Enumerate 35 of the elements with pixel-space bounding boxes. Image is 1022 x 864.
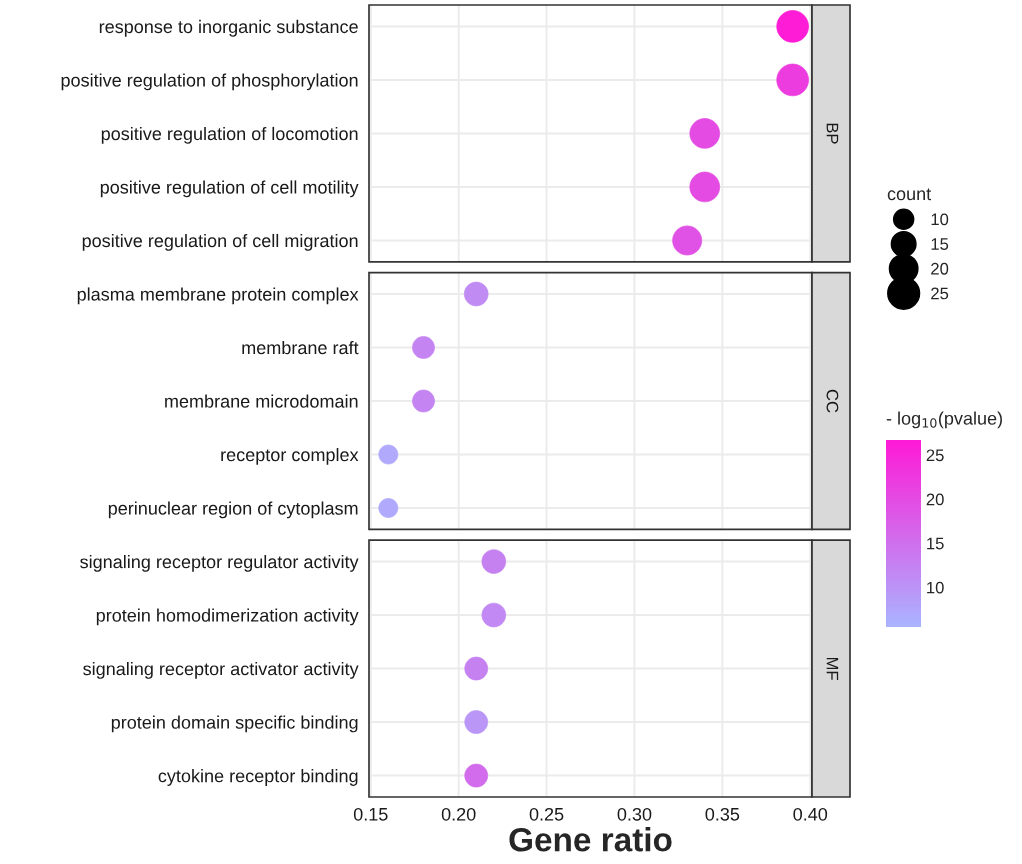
legend-label: 10 — [931, 213, 949, 226]
y-tick-label: membrane microdomain — [165, 394, 358, 408]
x-tick-label: 0.40 — [793, 807, 828, 821]
y-tick-label: positive regulation of phosphorylation — [61, 73, 358, 91]
y-tick-label: signaling receptor activator activity — [83, 662, 359, 679]
x-tick-label: 0.15 — [353, 807, 388, 821]
color-bar-title: - log$_{10}$(pvalue) — [886, 411, 1002, 429]
y-tick-label: protein domain specific binding — [111, 715, 358, 733]
y-tick-label: positive regulation of locomotion — [101, 126, 358, 144]
text: CC — [826, 389, 839, 413]
y-tick-label: positive regulation of cell motility — [100, 180, 359, 198]
legend-title: count — [887, 188, 932, 201]
color-bar-label: 15 — [927, 537, 944, 550]
y-tick-label: cytokine receptor binding — [158, 769, 358, 786]
y-tick-label: protein homodimerization activity — [96, 608, 359, 626]
text: MF — [826, 657, 839, 680]
legend-label: 15 — [931, 238, 949, 250]
y-tick-label: perinuclear region of cytoplasm — [108, 501, 358, 519]
legend-label: 20 — [931, 262, 949, 275]
color-bar-label: 20 — [926, 493, 944, 506]
y-tick-label: positive regulation of cell migration — [82, 233, 358, 251]
x-tick-label: 0.25 — [529, 807, 564, 821]
x-tick-label: 0.30 — [617, 807, 652, 821]
y-tick-label: plasma membrane protein complex — [77, 287, 359, 305]
legend-label: 25 — [931, 287, 949, 300]
x-axis-title: Gene ratio — [509, 827, 672, 852]
y-tick-label: signaling receptor regulator activity — [80, 555, 359, 572]
y-tick-label: response to inorganic substance — [99, 19, 358, 37]
text: BP — [826, 123, 839, 144]
x-tick-label: 0.20 — [441, 807, 476, 821]
y-tick-label: receptor complex — [221, 447, 359, 465]
x-tick-label: 0.35 — [705, 807, 740, 821]
color-bar-label: 10 — [927, 581, 944, 594]
y-tick-label: membrane raft — [242, 340, 359, 355]
color-bar-label: 25 — [926, 449, 944, 462]
